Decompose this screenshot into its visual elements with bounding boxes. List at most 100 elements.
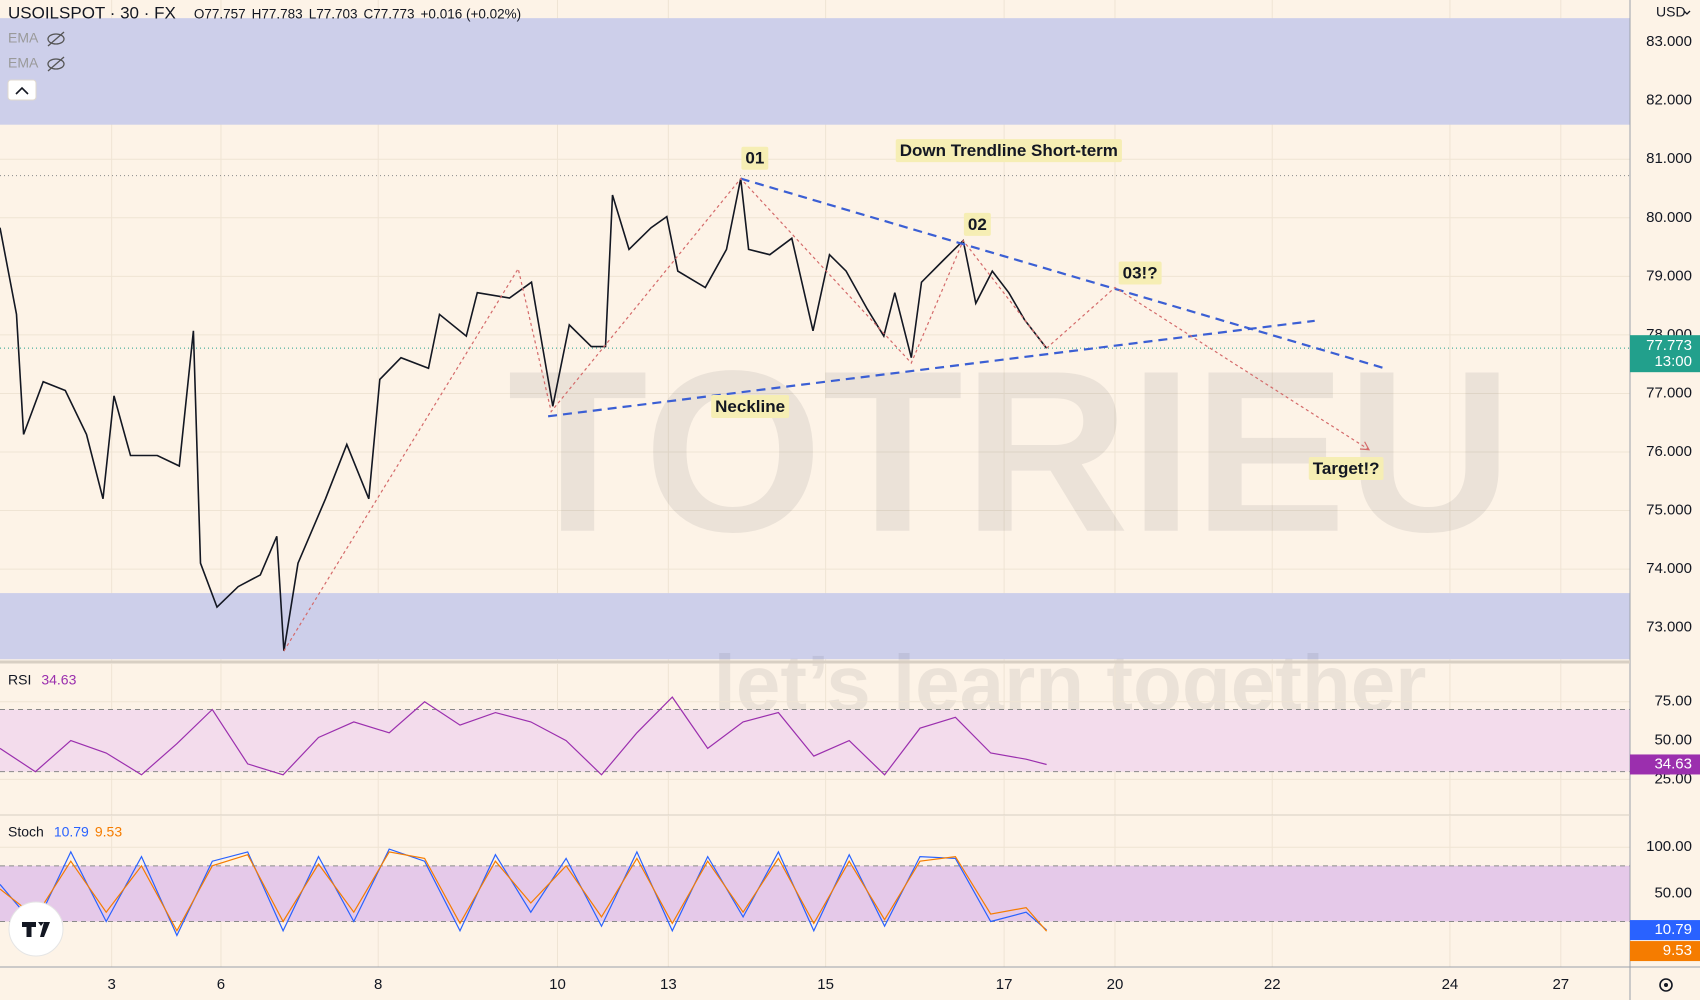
logo-circle[interactable] [8, 901, 64, 957]
band [0, 709, 1630, 772]
series-line [0, 178, 1048, 652]
annotation: Neckline [711, 394, 790, 418]
y-tick-label: 83.000 [1646, 33, 1692, 50]
hidden-icon [47, 58, 65, 70]
pane [0, 816, 1630, 967]
y-tick-label: 74.000 [1646, 560, 1692, 577]
annotation-text: Neckline [715, 397, 785, 416]
x-tick-label: 24 [1442, 976, 1459, 993]
trend-line [1046, 286, 1370, 451]
pane-value: 9.53 [95, 824, 122, 840]
trend-line [547, 319, 1315, 418]
legend-item: L77.703 [309, 7, 358, 22]
watermark: TOTRIEU [507, 323, 1512, 580]
annotation: Target!? [1308, 457, 1384, 481]
y-tick-label: 80.000 [1646, 209, 1692, 226]
series-line [0, 696, 1047, 776]
zone [0, 18, 1630, 125]
tv-logo[interactable] [8, 901, 64, 957]
annotation: 02 [963, 212, 991, 236]
last-value-box [1630, 941, 1700, 962]
x-tick-label: 6 [217, 976, 225, 993]
y-tick-label: 73.000 [1646, 619, 1692, 636]
series-line [0, 851, 1048, 933]
gear[interactable] [1659, 978, 1673, 992]
y-tick-label: 75.00 [1654, 693, 1692, 710]
y-tick-label: 79.000 [1646, 267, 1692, 284]
annotation-text: Down Trendline Short-term [900, 141, 1118, 160]
last-value-label: 10.79 [1654, 921, 1692, 938]
chevron [15, 86, 29, 95]
y-tick-label: 81.000 [1646, 150, 1692, 167]
legend-item: +0.016 (+0.02%) [421, 7, 522, 22]
trend-line [283, 177, 1048, 652]
y-tick-label: 50.00 [1654, 885, 1692, 902]
currency-chevron [1683, 10, 1691, 15]
x-tick-label: 27 [1552, 976, 1569, 993]
y-tick-label: 75.000 [1646, 502, 1692, 519]
annotation-text: 01 [745, 149, 764, 168]
annotation-text: 03!? [1123, 263, 1158, 282]
collapse-button[interactable] [7, 79, 37, 101]
settings-icon[interactable] [1659, 978, 1673, 992]
x-tick-label: 20 [1107, 976, 1124, 993]
currency-label: USD [1656, 4, 1686, 20]
legend-item: C77.773 [364, 7, 415, 22]
x-tick-label: 10 [549, 976, 566, 993]
y-tick-label: 77.000 [1646, 384, 1692, 401]
series-line [0, 848, 1047, 937]
annotation: Down Trendline Short-term [895, 139, 1122, 163]
zone [0, 593, 1630, 660]
logo-glyph [22, 922, 50, 937]
y-tick-label: 76.000 [1646, 443, 1692, 460]
gear-hub [1664, 983, 1668, 987]
annotation-bg [963, 212, 991, 236]
last-value-label: 9.53 [1663, 942, 1692, 959]
pane-value: 34.63 [41, 672, 76, 688]
annotation-bg [895, 139, 1122, 163]
legend-item: O77.757 [194, 7, 246, 22]
y-tick-label: 25.00 [1654, 770, 1692, 787]
x-tick-label: 3 [107, 976, 115, 993]
hidden-icon-slash [47, 56, 65, 72]
annotation: 01 [741, 146, 769, 170]
last-time-label: 13:00 [1654, 353, 1692, 370]
band [0, 865, 1630, 922]
indicator-label: EMA [8, 55, 39, 71]
x-tick-label: 17 [996, 976, 1013, 993]
annotation: 03!? [1118, 261, 1162, 285]
annotation-text: Target!? [1313, 459, 1380, 478]
pane-title: RSI [8, 672, 31, 688]
annotation-text: 02 [968, 215, 987, 234]
x-tick-label: 13 [660, 976, 677, 993]
legend-item: H77.783 [252, 7, 303, 22]
pane-title: Stoch [8, 824, 44, 840]
y-tick-label: 50.00 [1654, 732, 1692, 749]
chart-title: USOILSPOT · 30 · FX [8, 3, 176, 22]
last-price-label: 77.773 [1646, 337, 1692, 354]
button-box[interactable] [7, 79, 37, 101]
indicator-label: EMA [8, 30, 39, 46]
y-tick-label: 82.000 [1646, 92, 1692, 109]
y-tick-label: 100.00 [1646, 838, 1692, 855]
annotation-bg [1308, 457, 1384, 481]
pane [0, 664, 1630, 815]
last-value-box [1630, 754, 1700, 775]
trend-line [740, 177, 1386, 370]
last-value-box [1630, 920, 1700, 941]
last-price-box [1630, 335, 1700, 373]
x-tick-label: 22 [1264, 976, 1281, 993]
annotation-bg [741, 146, 769, 170]
arrow-head [1359, 441, 1371, 451]
last-value-label: 34.63 [1654, 755, 1692, 772]
hidden-icon [47, 33, 65, 45]
hidden-icon-slash [47, 31, 65, 47]
pane-value: 10.79 [54, 824, 89, 840]
x-tick-label: 15 [817, 976, 834, 993]
annotation-bg [1118, 261, 1162, 285]
